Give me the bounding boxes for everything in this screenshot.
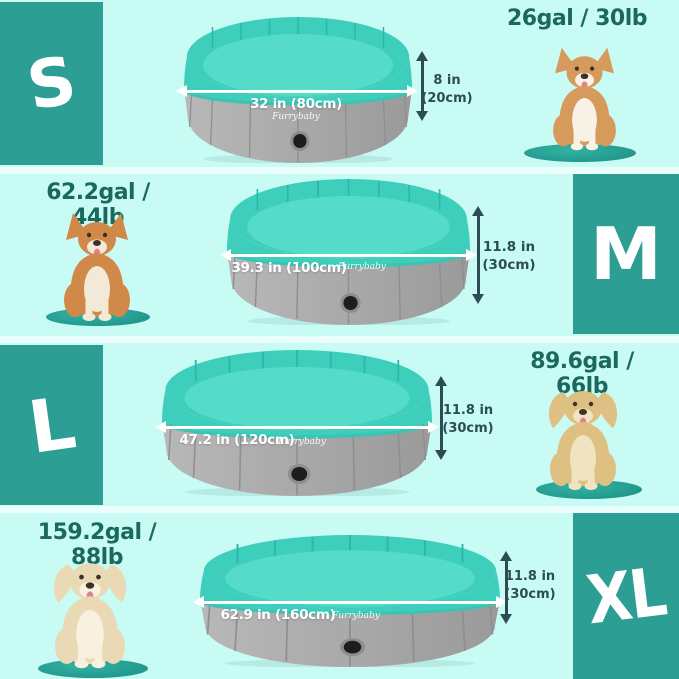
- size-row-xl: 159.2gal / 88lb: [0, 510, 679, 679]
- width-label-m: 39.3 in (100cm): [231, 260, 347, 276]
- size-letter-xl: XL: [582, 552, 670, 640]
- dog-golden-retriever: [548, 391, 618, 490]
- size-block-s: S: [0, 2, 103, 165]
- size-block-l: L: [0, 345, 103, 505]
- size-row-l: L 89.6gal / 66lb: [0, 340, 679, 506]
- size-row-m: 62.2gal / 44lb: [0, 170, 679, 336]
- brand-logo: Furrybaby: [332, 611, 380, 621]
- width-label-l: 47.2 in (120cm): [179, 432, 295, 448]
- brand-logo: Furrybaby: [272, 112, 320, 122]
- height-arrow-xl: [500, 551, 512, 624]
- width-label-s: 32 in (80cm): [249, 96, 343, 112]
- height-in: 11.8 in: [482, 239, 536, 255]
- capacity-label-s: 26gal / 30lb: [506, 6, 648, 31]
- brand-logo: Furrybaby: [338, 262, 386, 272]
- dog-mat: [524, 144, 636, 162]
- dog-corgi: [553, 47, 616, 151]
- size-letter-s: S: [21, 40, 82, 126]
- width-arrow-l: [155, 421, 439, 433]
- height-cm: (20cm): [421, 90, 473, 106]
- height-cm: (30cm): [504, 586, 556, 602]
- pool-illustration-s: [184, 17, 412, 163]
- height-in: 11.8 in: [442, 403, 494, 418]
- size-block-xl: XL: [573, 513, 679, 679]
- height-label-l: 11.8 in (30cm): [442, 402, 494, 437]
- height-arrow-l: [435, 376, 447, 460]
- height-arrow-m: [472, 206, 484, 304]
- pool-illustration-l: [162, 350, 432, 496]
- height-label-m: 11.8 in (30cm): [481, 238, 537, 274]
- height-cm: (30cm): [482, 257, 536, 274]
- size-row-s: S 26gal / 30lb: [0, 0, 679, 167]
- height-arrow-s: [416, 51, 428, 121]
- brand-logo: Furrybaby: [278, 437, 326, 447]
- width-arrow-s: [176, 85, 418, 97]
- row-divider: [0, 506, 679, 513]
- width-arrow-xl: [193, 596, 507, 608]
- row-divider: [0, 167, 679, 174]
- height-label-xl: 11.8 in (30cm): [504, 568, 556, 603]
- dog-labrador: [53, 563, 127, 669]
- pool-illustration-m: [227, 179, 470, 325]
- size-letter-m: M: [590, 212, 662, 296]
- height-in: 8 in: [433, 73, 461, 88]
- width-label-xl: 62.9 in (160cm): [220, 607, 336, 623]
- row-divider: [0, 336, 679, 343]
- width-arrow-m: [220, 249, 477, 261]
- height-cm: (30cm): [442, 420, 494, 436]
- size-letter-l: L: [22, 380, 81, 470]
- height-label-s: 8 in (20cm): [421, 72, 473, 107]
- size-block-m: M: [573, 174, 679, 334]
- dog-shiba-inu: [64, 213, 130, 321]
- height-in: 11.8 in: [504, 569, 556, 584]
